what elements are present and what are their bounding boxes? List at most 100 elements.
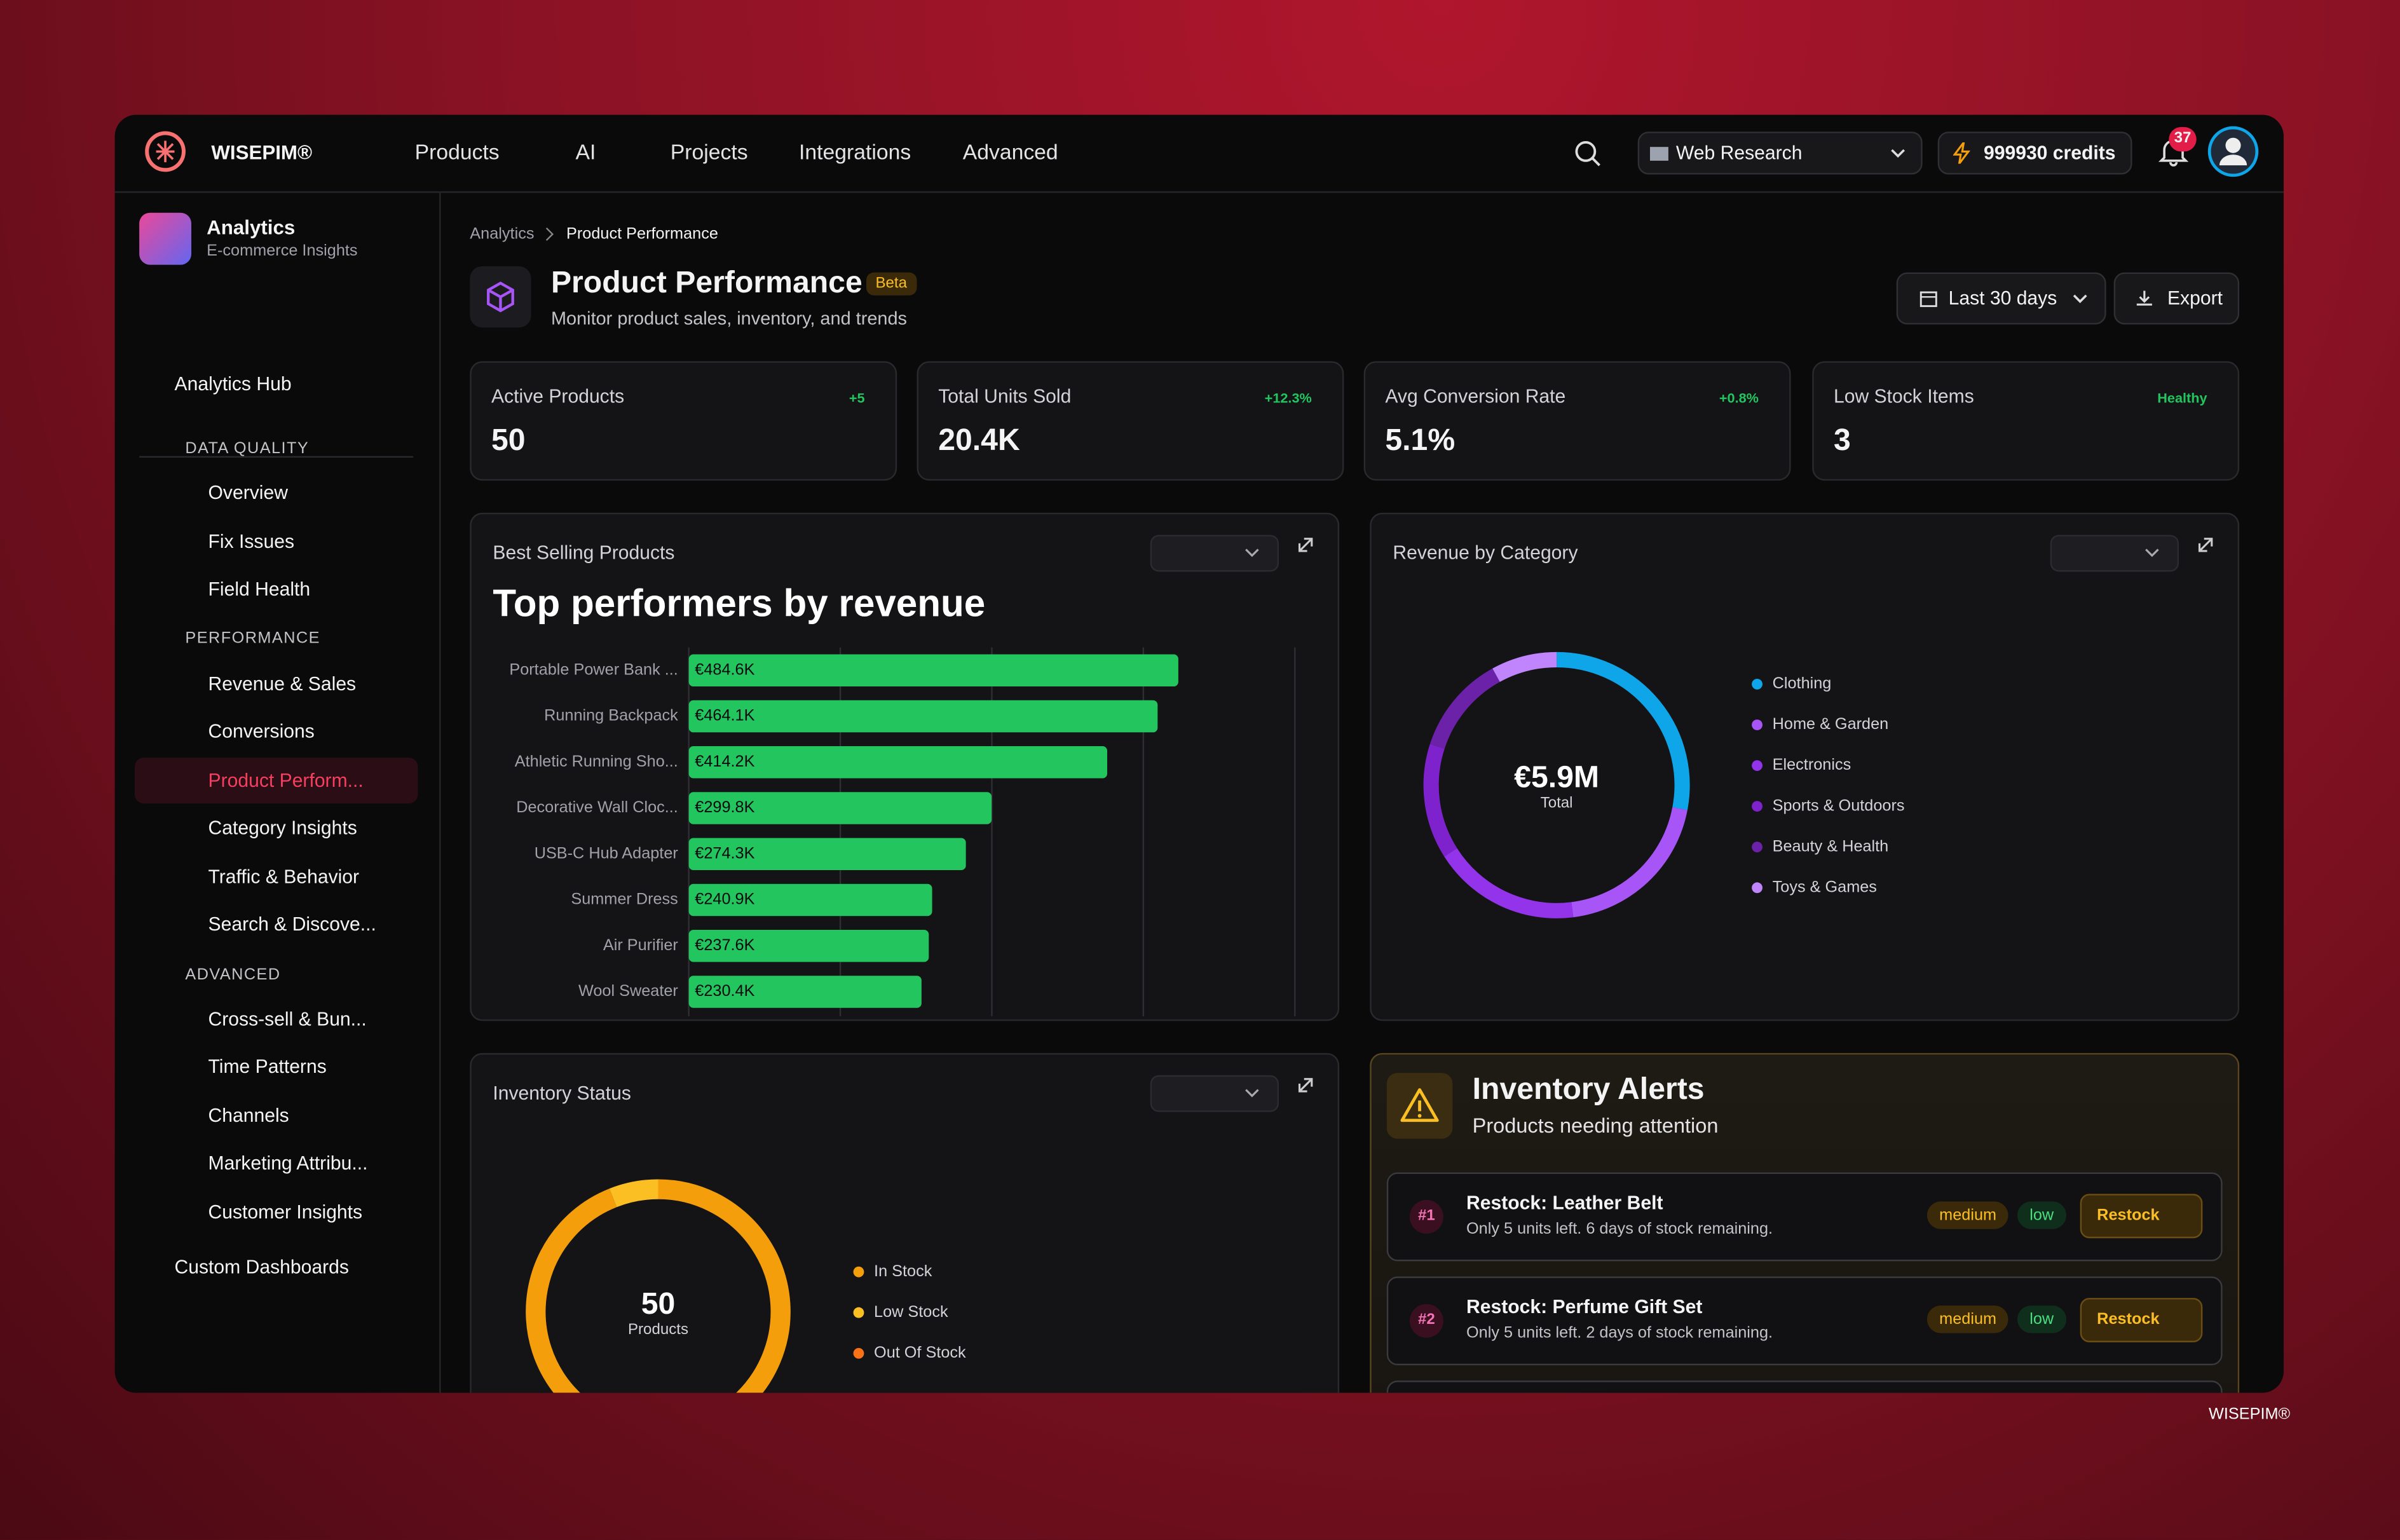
legend-label[interactable]: Out Of Stock [874, 1344, 966, 1361]
restock-label: Restock [2097, 1206, 2160, 1225]
chart-subtitle: Top performers by revenue [493, 582, 985, 625]
legend-label[interactable]: Home & Garden [1773, 715, 1889, 733]
value-label: €299.8K [695, 798, 754, 816]
filter-chevron [1245, 549, 1259, 557]
nav-item[interactable]: Field Health [208, 578, 311, 600]
kpi-value: 3 [1833, 424, 1851, 458]
donut-chart: Revenue by Category Clothing Home & Garden… [1393, 535, 2213, 918]
nav-item[interactable]: Integrations [799, 139, 911, 164]
main-content: Analytics Product Performance Product Pe… [439, 193, 2284, 1393]
expand-icon[interactable] [2198, 538, 2213, 552]
active-highlight [134, 758, 418, 804]
expand-icon[interactable] [1298, 1078, 1313, 1093]
bar [688, 976, 922, 1008]
alert-rank: #2 [1409, 1304, 1443, 1338]
center-label: €5.9M [1514, 760, 1599, 794]
kpi-value: 50 [491, 424, 526, 458]
nav-item[interactable]: Search & Discove... [208, 913, 376, 936]
nav-item[interactable]: Time Patterns [208, 1056, 327, 1078]
donut-segment [1423, 744, 1457, 857]
nav-item[interactable]: Category Insights [208, 817, 357, 839]
bar [688, 792, 992, 824]
top-bar: WISEPIM® Web Research 999930 credits 37 … [114, 115, 2284, 193]
expand-icon[interactable] [1298, 538, 1313, 552]
level-pill: low [2017, 1201, 2066, 1229]
value-label: €464.1K [695, 707, 754, 725]
chevron [1891, 149, 1906, 158]
nav-item[interactable]: Revenue & Sales [208, 673, 357, 695]
page-title: Product Performance [550, 266, 862, 300]
section-header[interactable]: DATA QUALITY [185, 439, 310, 458]
alert-item: #1 Restock: Leather Belt Only 5 units left… [1386, 1172, 2223, 1262]
nav-item[interactable]: Customer Insights [208, 1201, 363, 1223]
breadcrumb-current: Product Performance [566, 224, 718, 243]
alert-rank: #1 [1409, 1199, 1443, 1234]
donut-segment [526, 1179, 791, 1393]
section-header[interactable]: ADVANCED [185, 965, 281, 985]
kpi-label: Low Stock Items [1833, 385, 1974, 407]
nav-item[interactable]: Overview [208, 482, 288, 504]
credits-text: 999930 credits [1983, 142, 2116, 164]
filter-chevron [1245, 1089, 1259, 1098]
nav-item[interactable]: Channels [208, 1105, 289, 1127]
kpi-value: 20.4K [938, 424, 1020, 458]
center-sublabel: Total [1541, 794, 1573, 812]
nav-item[interactable]: Traffic & Behavior [208, 866, 360, 888]
nav-item[interactable]: Fix Issues [208, 531, 295, 553]
legend-label[interactable]: In Stock [874, 1262, 932, 1280]
nav-item[interactable]: AI [575, 139, 596, 164]
donut-segment [1429, 668, 1500, 749]
credits[interactable]: 999930 credits [1937, 132, 2132, 175]
legend-dot [1752, 760, 1762, 771]
center-sublabel: Products [628, 1321, 688, 1338]
chart-filter[interactable] [2050, 535, 2179, 572]
legend-label[interactable]: Beauty & Health [1773, 837, 1889, 855]
search-icon[interactable] [1574, 139, 1601, 167]
alert-item: #2 Restock: Perfume Gift Set Only 5 units … [1386, 1276, 2223, 1366]
nav-item[interactable]: Products [414, 139, 500, 164]
legend-dot [1752, 801, 1762, 812]
legend-dot [1752, 882, 1762, 894]
nav-item[interactable]: Projects [670, 139, 748, 164]
restock-button[interactable]: Restock [2080, 1194, 2203, 1239]
bar [688, 883, 932, 917]
kpi-value: 5.1% [1385, 424, 1456, 458]
donut-chart: Inventory Status In Stock Low Stock Out Of … [493, 1075, 1313, 1393]
section-header[interactable]: PERFORMANCE [185, 629, 320, 648]
download-icon [2136, 290, 2152, 306]
export-button[interactable]: Export [2113, 272, 2240, 325]
nav-item[interactable]: Conversions [208, 721, 315, 742]
chart-filter[interactable] [1150, 1075, 1279, 1112]
legend-label[interactable]: Low Stock [874, 1303, 948, 1321]
nav-hub[interactable]: Analytics Hub [174, 373, 292, 395]
legend-dot [1752, 719, 1762, 730]
nav-custom[interactable]: Custom Dashboards [174, 1257, 349, 1278]
breadcrumb: Analytics [470, 224, 535, 243]
category-label: Decorative Wall Cloc... [516, 798, 678, 816]
nav-item[interactable]: Advanced [962, 139, 1058, 164]
level-pill: low [2017, 1305, 2066, 1333]
chart-filter[interactable] [1150, 535, 1279, 572]
workspace-select[interactable]: Web Research [1637, 132, 1923, 175]
date-range-button[interactable]: Last 30 days [1896, 272, 2106, 325]
donut-segment [609, 1179, 658, 1208]
legend-label[interactable]: Clothing [1773, 674, 1832, 692]
category-label: Summer Dress [571, 890, 678, 908]
chart-title: Revenue by Category [1393, 543, 1578, 564]
nav-item[interactable]: Marketing Attribu... [208, 1152, 368, 1175]
kpi-label: Total Units Sold [938, 385, 1072, 407]
restock-button[interactable]: Restock [2080, 1298, 2203, 1342]
bar [688, 746, 1107, 779]
bar-chart: Best Selling Products Top performers by r… [493, 535, 1313, 1017]
nav-item[interactable]: Cross-sell & Bun... [208, 1008, 367, 1030]
kpi-card: Avg Conversion Rate 5.1% +0.8% [1363, 361, 1791, 481]
legend-label[interactable]: Electronics [1773, 756, 1851, 773]
cube-icon [487, 282, 514, 313]
legend-label[interactable]: Sports & Outdoors [1773, 796, 1905, 814]
legend-label[interactable]: Toys & Games [1773, 878, 1877, 896]
nav-item[interactable]: Product Perform... [208, 770, 364, 792]
avatar[interactable] [2207, 125, 2260, 177]
kpi-change: +12.3% [1264, 390, 1312, 406]
best-selling-card: Best Selling Products Top performers by r… [470, 512, 1340, 1021]
